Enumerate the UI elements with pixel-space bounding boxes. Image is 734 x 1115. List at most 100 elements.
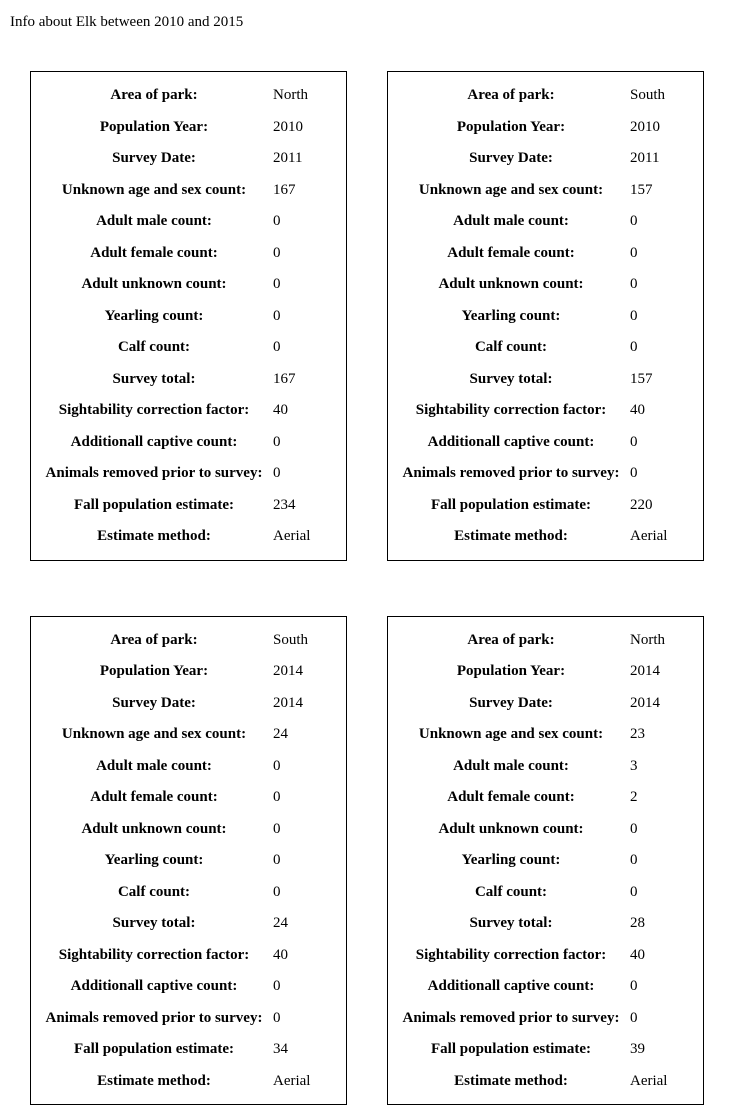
field-value: 157 <box>628 176 695 205</box>
field-label: Adult female count: <box>39 239 271 268</box>
table-row: Animals removed prior to survey:0 <box>396 1004 695 1033</box>
field-label: Unknown age and sex count: <box>39 720 271 749</box>
field-value: North <box>628 626 695 655</box>
field-label: Survey total: <box>39 365 271 394</box>
field-value: 0 <box>271 270 338 299</box>
field-label: Adult unknown count: <box>39 815 271 844</box>
table-row: Adult male count:0 <box>39 207 338 236</box>
table-row: Population Year:2014 <box>396 657 695 686</box>
table-row: Survey total:28 <box>396 909 695 938</box>
field-value: 0 <box>271 783 338 812</box>
field-value: 28 <box>628 909 695 938</box>
field-label: Calf count: <box>39 878 271 907</box>
field-label: Area of park: <box>39 81 271 110</box>
field-label: Adult female count: <box>39 783 271 812</box>
table-row: Population Year:2010 <box>39 113 338 142</box>
field-label: Animals removed prior to survey: <box>39 459 271 488</box>
field-label: Additionall captive count: <box>396 972 628 1001</box>
table-row: Additionall captive count:0 <box>39 428 338 457</box>
table-row: Adult unknown count:0 <box>39 270 338 299</box>
field-value: 0 <box>628 815 695 844</box>
field-label: Estimate method: <box>39 1067 271 1096</box>
field-value: 2010 <box>628 113 695 142</box>
table-row: Unknown age and sex count:157 <box>396 176 695 205</box>
table-row: Adult male count:0 <box>39 752 338 781</box>
field-value: 0 <box>628 878 695 907</box>
field-value: 40 <box>271 396 338 425</box>
field-value: 0 <box>628 270 695 299</box>
field-label: Yearling count: <box>39 302 271 331</box>
field-value: 24 <box>271 909 338 938</box>
field-label: Unknown age and sex count: <box>396 176 628 205</box>
table-row: Survey total:24 <box>39 909 338 938</box>
field-label: Adult female count: <box>396 783 628 812</box>
field-value: 0 <box>271 878 338 907</box>
field-value: 0 <box>628 428 695 457</box>
table-row: Adult female count:0 <box>39 239 338 268</box>
field-value: 0 <box>271 815 338 844</box>
field-label: Area of park: <box>396 626 628 655</box>
field-label: Survey Date: <box>396 144 628 173</box>
field-value: 2 <box>628 783 695 812</box>
field-label: Adult unknown count: <box>396 815 628 844</box>
table-row: Adult male count:0 <box>396 207 695 236</box>
field-label: Calf count: <box>396 878 628 907</box>
table-row: Survey Date:2014 <box>396 689 695 718</box>
field-label: Survey total: <box>39 909 271 938</box>
table-row: Fall population estimate:220 <box>396 491 695 520</box>
field-label: Area of park: <box>396 81 628 110</box>
table-row: Population Year:2014 <box>39 657 338 686</box>
field-value: 0 <box>271 207 338 236</box>
table-row: Estimate method:Aerial <box>39 1067 338 1096</box>
field-value: 0 <box>271 459 338 488</box>
field-label: Unknown age and sex count: <box>396 720 628 749</box>
table-row: Unknown age and sex count:24 <box>39 720 338 749</box>
table-row: Fall population estimate:234 <box>39 491 338 520</box>
field-value: 3 <box>628 752 695 781</box>
field-value: Aerial <box>628 522 695 551</box>
table-row: Sightability correction factor:40 <box>39 396 338 425</box>
table-row: Survey total:167 <box>39 365 338 394</box>
field-label: Population Year: <box>396 113 628 142</box>
table-row: Adult unknown count:0 <box>39 815 338 844</box>
table-row: Calf count:0 <box>39 333 338 362</box>
survey-card: Area of park:South Population Year:2014 … <box>30 616 347 1106</box>
table-row: Adult unknown count:0 <box>396 270 695 299</box>
table-row: Unknown age and sex count:23 <box>396 720 695 749</box>
field-value: 167 <box>271 176 338 205</box>
table-row: Adult female count:0 <box>396 239 695 268</box>
field-label: Estimate method: <box>396 1067 628 1096</box>
field-value: 0 <box>628 846 695 875</box>
table-row: Additionall captive count:0 <box>396 428 695 457</box>
field-label: Unknown age and sex count: <box>39 176 271 205</box>
table-row: Unknown age and sex count:167 <box>39 176 338 205</box>
field-value: 0 <box>271 846 338 875</box>
field-label: Survey Date: <box>39 144 271 173</box>
table-row: Estimate method:Aerial <box>39 522 338 551</box>
table-row: Adult female count:0 <box>39 783 338 812</box>
table-row: Adult female count:2 <box>396 783 695 812</box>
field-value: 157 <box>628 365 695 394</box>
field-value: 234 <box>271 491 338 520</box>
table-row: Area of park:South <box>39 626 338 655</box>
field-value: 0 <box>628 972 695 1001</box>
field-label: Adult male count: <box>396 752 628 781</box>
field-value: Aerial <box>271 522 338 551</box>
field-label: Fall population estimate: <box>39 491 271 520</box>
field-value: North <box>271 81 338 110</box>
field-label: Adult male count: <box>396 207 628 236</box>
table-row: Survey total:157 <box>396 365 695 394</box>
field-value: 2011 <box>628 144 695 173</box>
survey-card: Area of park:North Population Year:2010 … <box>30 71 347 561</box>
table-row: Sightability correction factor:40 <box>396 396 695 425</box>
field-label: Survey total: <box>396 909 628 938</box>
table-row: Sightability correction factor:40 <box>39 941 338 970</box>
field-label: Yearling count: <box>396 302 628 331</box>
field-value: 2011 <box>271 144 338 173</box>
field-value: 0 <box>271 239 338 268</box>
field-label: Population Year: <box>39 113 271 142</box>
field-value: 0 <box>628 459 695 488</box>
cards-grid: Area of park:North Population Year:2010 … <box>10 71 724 1105</box>
survey-card: Area of park:North Population Year:2014 … <box>387 616 704 1106</box>
field-label: Survey total: <box>396 365 628 394</box>
